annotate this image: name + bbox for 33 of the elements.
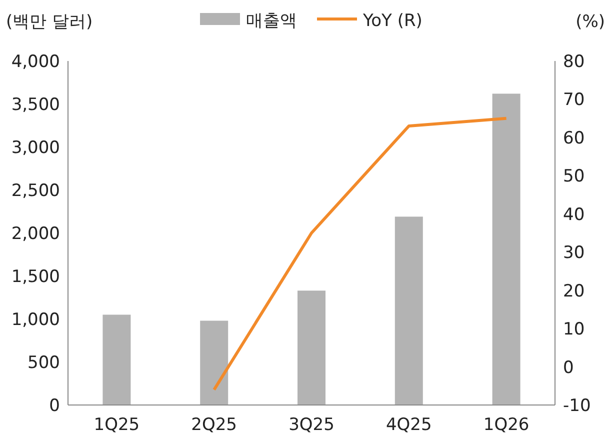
x-tick-label: 1Q26	[483, 415, 530, 435]
y-axis-title: (백만 달러)	[6, 12, 93, 32]
y-tick-label: 1,000	[11, 310, 60, 330]
y-tick-label: 3,500	[11, 95, 60, 115]
y2-tick-label: 40	[563, 204, 585, 225]
y-tick-label: 2,000	[11, 224, 60, 244]
y2-axis-title: (%)	[576, 12, 605, 32]
y-tick-label: 500	[28, 353, 60, 373]
y-tick-label: 3,000	[11, 138, 60, 158]
x-tick-label: 4Q25	[386, 415, 432, 435]
y2-tick-label: 30	[563, 243, 585, 264]
bar	[492, 94, 520, 405]
y-tick-label: 4,000	[11, 52, 60, 72]
y2-tick-label: 50	[563, 166, 585, 187]
y2-tick-label: 70	[563, 90, 585, 110]
legend-label: 매출액	[246, 11, 297, 31]
x-tick-label: 3Q25	[288, 415, 334, 435]
bar	[200, 320, 228, 405]
legend-label: YoY (R)	[362, 11, 422, 31]
y2-tick-label: -10	[563, 396, 591, 416]
y-tick-label: 0	[49, 396, 60, 416]
bar	[102, 314, 131, 405]
x-tick-label: 1Q25	[94, 415, 140, 435]
y2-tick-label: 80	[563, 52, 585, 72]
y2-tick-label: 60	[563, 128, 585, 148]
y2-tick-label: 10	[563, 320, 585, 340]
y2-tick-label: 20	[563, 281, 585, 302]
y-tick-label: 2,500	[11, 181, 60, 201]
x-tick-label: 2Q25	[191, 415, 238, 435]
y-tick-label: 1,500	[11, 267, 60, 287]
y2-tick-label: 0	[563, 358, 574, 378]
bar	[394, 216, 423, 405]
bar	[298, 290, 326, 405]
